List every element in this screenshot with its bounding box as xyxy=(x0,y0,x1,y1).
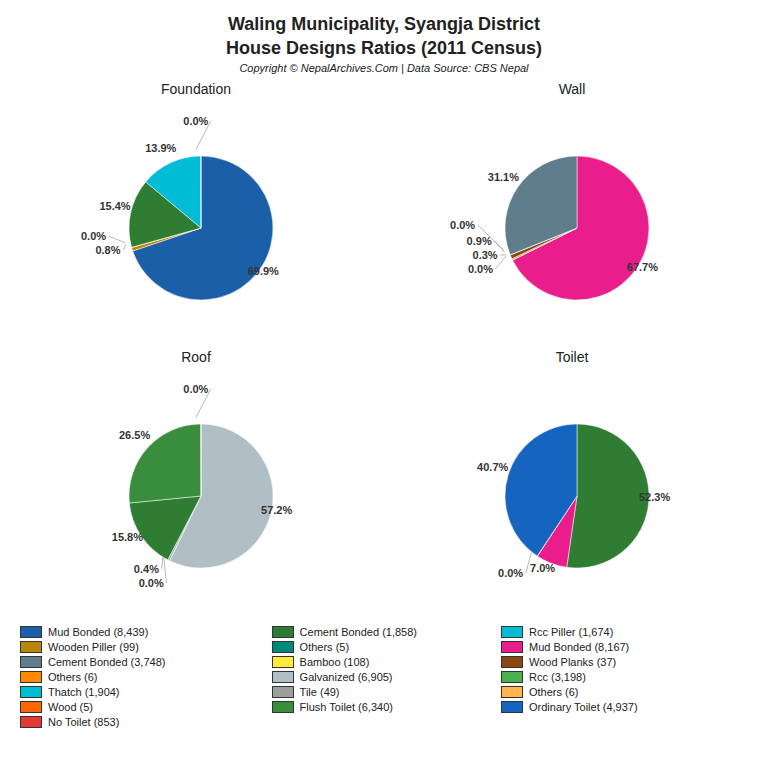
html-text:Foundation: Foundation xyxy=(161,81,231,97)
html-text:Thatch (1,904): Thatch (1,904) xyxy=(48,685,120,698)
svg-text:15.8%: 15.8% xyxy=(112,531,143,543)
svg-text:0.8%: 0.8% xyxy=(95,244,120,256)
html-text:Copyright © NepalArchives.Com: Copyright © NepalArchives.Com | Data Sou… xyxy=(239,62,529,74)
html-text:Roof: Roof xyxy=(181,349,211,365)
html-text:Tile (49): Tile (49) xyxy=(299,685,340,698)
svg-text:26.5%: 26.5% xyxy=(119,429,150,441)
html-text:Galvanized (6,905): Galvanized (6,905) xyxy=(299,670,393,683)
html-text:Flush Toilet (6,340): Flush Toilet (6,340) xyxy=(299,700,393,713)
svg-text:57.2%: 57.2% xyxy=(261,504,292,516)
html-text:No Toilet (853): No Toilet (853) xyxy=(48,715,120,728)
html-text:Cement Bonded (3,748): Cement Bonded (3,748) xyxy=(48,655,166,668)
html-text:Ordinary Toilet (4,937): Ordinary Toilet (4,937) xyxy=(529,700,638,713)
svg-text:7.0%: 7.0% xyxy=(530,562,555,574)
html-text:Bamboo (108): Bamboo (108) xyxy=(299,655,370,668)
svg-text:0.0%: 0.0% xyxy=(81,230,106,242)
html-text:Cement Bonded (1,858): Cement Bonded (1,858) xyxy=(299,625,417,638)
html-text:Others (6): Others (6) xyxy=(48,670,98,683)
svg-text:0.0%: 0.0% xyxy=(183,383,208,395)
svg-text:0.9%: 0.9% xyxy=(467,235,492,247)
html-text:Others (6): Others (6) xyxy=(529,685,579,698)
html-text:Others (5): Others (5) xyxy=(299,640,350,653)
svg-text:13.9%: 13.9% xyxy=(145,142,176,154)
html-text:Rcc Piller (1,674): Rcc Piller (1,674) xyxy=(529,625,614,638)
svg-text:0.0%: 0.0% xyxy=(498,567,523,579)
html-text:Rcc (3,198): Rcc (3,198) xyxy=(529,670,586,683)
svg-text:0.0%: 0.0% xyxy=(468,263,493,275)
svg-text:69.9%: 69.9% xyxy=(248,265,279,277)
svg-text:15.4%: 15.4% xyxy=(99,200,130,212)
svg-text:0.3%: 0.3% xyxy=(473,249,498,261)
html-text:Mud Bonded (8,167): Mud Bonded (8,167) xyxy=(529,640,630,653)
html-text:Wooden Piller (99): Wooden Piller (99) xyxy=(48,640,139,653)
svg-text:0.4%: 0.4% xyxy=(134,563,159,575)
html-text:Wood Planks (37): Wood Planks (37) xyxy=(529,655,617,668)
html-text:Waling Municipality, Syangja D: Waling Municipality, Syangja District Ho… xyxy=(225,14,542,58)
svg-text:0.0%: 0.0% xyxy=(450,219,475,231)
svg-text:67.7%: 67.7% xyxy=(627,261,658,273)
html-text:Toilet: Toilet xyxy=(555,349,589,365)
html-text:Mud Bonded (8,439): Mud Bonded (8,439) xyxy=(48,625,149,638)
html-text:Wood (5): Wood (5) xyxy=(48,700,93,713)
svg-text:31.1%: 31.1% xyxy=(488,171,519,183)
svg-text:0.0%: 0.0% xyxy=(183,115,208,127)
svg-text:0.0%: 0.0% xyxy=(139,577,164,589)
html-text:Wall: Wall xyxy=(558,81,586,97)
svg-text:52.3%: 52.3% xyxy=(639,491,670,503)
svg-text:40.7%: 40.7% xyxy=(477,461,508,473)
